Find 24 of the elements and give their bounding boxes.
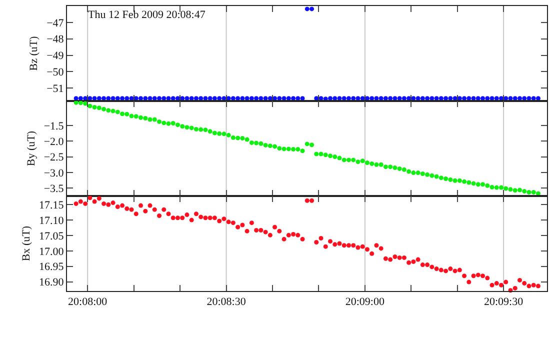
y-axis-title: Bz (uT) [28, 36, 40, 71]
y-axis-title: By (uT) [25, 130, 38, 166]
annotation: Thu 12 Feb 2009 20:08:47 [88, 9, 206, 21]
y-tick-label: 17.00 [39, 246, 64, 258]
y-tick-label: −2.5 [44, 152, 64, 164]
y-tick-label: −3.0 [44, 167, 64, 180]
y-tick-label: −1.5 [44, 120, 64, 132]
x-tick-label: 20:09:00 [345, 296, 385, 308]
y-tick-label: 17.15 [39, 199, 64, 212]
y-tick-label: −49 [46, 50, 64, 62]
x-tick-label: 20:09:30 [484, 296, 524, 308]
x-tick-label: 20:08:30 [206, 296, 246, 308]
y-tick-label: −50 [46, 66, 64, 79]
x-tick-label: 20:08:00 [68, 296, 108, 308]
y-tick-label: −3.5 [44, 183, 64, 196]
y-tick-label: 17.05 [39, 230, 64, 242]
y-tick-label: 17.10 [39, 214, 64, 227]
y-tick-label: 16.90 [39, 276, 64, 289]
y-tick-label: −2.0 [44, 136, 64, 148]
y-tick-label: −47 [46, 17, 64, 30]
y-tick-label: −48 [46, 34, 64, 46]
y-tick-label: 16.95 [39, 261, 64, 274]
y-axis-title: Bx (uT) [20, 226, 33, 262]
y-tick-label: −51 [46, 83, 64, 96]
